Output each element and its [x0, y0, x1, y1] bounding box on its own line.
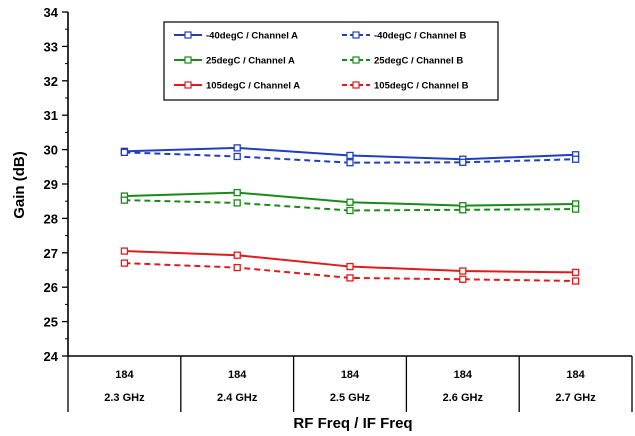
- data-point-marker: [233, 188, 241, 197]
- series-lines: [120, 144, 580, 285]
- y-axis-title: Gain (dB): [11, 151, 28, 219]
- legend-entry-label: 105degC / Channel A: [206, 81, 300, 92]
- x-tick-label-rf: 184: [228, 369, 247, 381]
- data-point-marker: [346, 151, 354, 160]
- data-point-marker: [571, 205, 580, 213]
- legend-entry-label: 25degC / Channel A: [206, 56, 295, 67]
- x-tick-label-rf: 184: [566, 369, 585, 381]
- y-tick-label: 27: [44, 246, 58, 261]
- legend-marker: [184, 56, 192, 64]
- data-point-marker: [459, 267, 467, 275]
- legend-marker: [184, 81, 192, 89]
- x-axis-title: RF Freq / IF Freq: [293, 415, 412, 432]
- y-tick-label: 32: [44, 74, 58, 89]
- data-point-marker: [459, 206, 467, 214]
- y-tick-label: 25: [44, 315, 58, 330]
- data-point-marker: [346, 159, 354, 167]
- legend-entry-label: 25degC / Channel B: [374, 56, 463, 67]
- y-tick-label: 30: [44, 143, 58, 158]
- data-point-marker: [571, 268, 580, 277]
- data-point-marker: [120, 259, 129, 267]
- legend-entry-label: -40degC / Channel B: [374, 31, 467, 42]
- data-point-marker: [571, 277, 580, 285]
- y-tick-label: 28: [44, 211, 58, 226]
- legend-marker: [352, 31, 360, 39]
- x-axis: 184 2.3 GHz 184 2.4 GHz 184 2.5 GHz 184 2.6 GHz…: [67, 355, 633, 412]
- x-tick-label-rf: 184: [341, 369, 360, 381]
- y-tick-label: 31: [44, 108, 58, 123]
- y-axis: 24 25 26 27 28 29 30 31 32 33 34: [44, 5, 69, 364]
- data-point-marker: [571, 155, 580, 163]
- x-tick-label-if: 2.5 GHz: [330, 392, 371, 404]
- data-point-marker: [346, 198, 354, 206]
- data-point-marker: [120, 196, 129, 204]
- data-point-marker: [233, 251, 241, 259]
- data-point-marker: [233, 199, 241, 207]
- x-tick-label-if: 2.7 GHz: [555, 392, 596, 404]
- y-tick-label: 29: [44, 177, 58, 192]
- x-tick-label-if: 2.4 GHz: [217, 392, 258, 404]
- legend-entry-label: 105degC / Channel B: [374, 81, 469, 92]
- data-point-marker: [346, 262, 354, 271]
- data-point-marker: [459, 275, 467, 283]
- legend-marker: [352, 56, 360, 64]
- series-line: [124, 262, 576, 283]
- data-point-marker: [346, 274, 354, 282]
- legend-entry-label: -40degC / Channel A: [206, 31, 298, 42]
- data-point-marker: [459, 158, 467, 166]
- data-point-marker: [233, 263, 241, 272]
- y-tick-label: 33: [44, 39, 58, 54]
- legend-box: [163, 21, 499, 101]
- data-point-marker: [120, 247, 129, 255]
- y-tick-label: 24: [44, 349, 59, 364]
- legend-marker: [184, 31, 192, 39]
- x-tick-label-if: 2.6 GHz: [443, 392, 484, 404]
- x-tick-label-if: 2.3 GHz: [104, 392, 145, 404]
- data-point-marker: [233, 152, 241, 161]
- legend-marker: [352, 81, 360, 89]
- x-tick-label-rf: 184: [115, 369, 134, 381]
- data-point-marker: [346, 206, 354, 215]
- y-tick-label: 26: [44, 280, 58, 295]
- data-point-marker: [233, 144, 241, 152]
- legend: -40degC / Channel A -40degC / Channel B 25…: [163, 21, 499, 101]
- data-point-marker: [120, 148, 129, 157]
- x-tick-label-rf: 184: [454, 369, 473, 381]
- y-tick-label: 34: [44, 5, 59, 20]
